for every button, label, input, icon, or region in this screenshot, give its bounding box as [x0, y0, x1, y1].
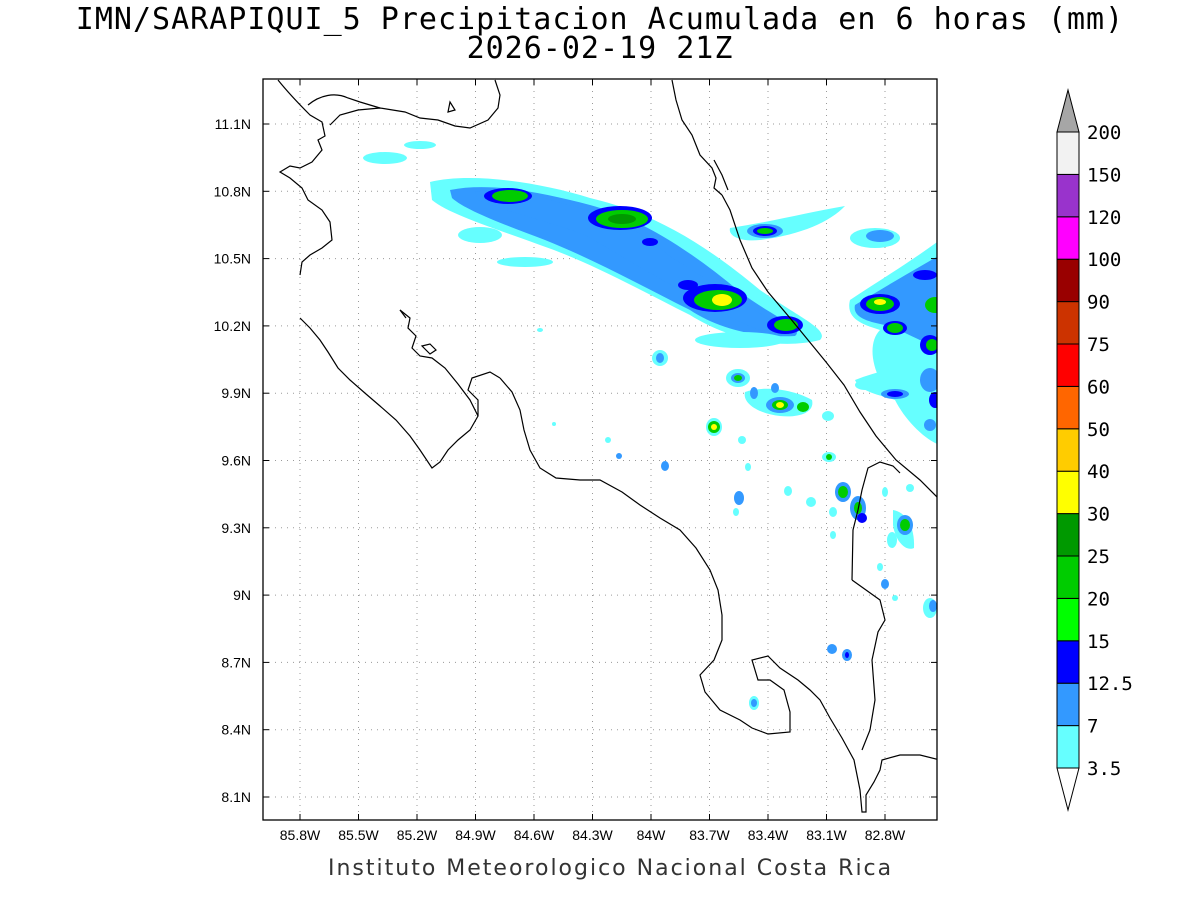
precip-band-north — [363, 141, 822, 348]
colorbar-label: 60 — [1087, 376, 1110, 398]
map-frame — [262, 78, 938, 821]
lat-tick-label: 10.5N — [214, 251, 251, 267]
colorbar-swatch — [1056, 470, 1080, 515]
lat-tick-label: 10.8N — [214, 183, 251, 199]
lat-tick-label: 8.4N — [221, 722, 251, 738]
colorbar-swatch — [1056, 555, 1080, 599]
footer-credit: Instituto Meteorologico Nacional Costa R… — [328, 856, 894, 881]
lat-tick-label: 8.1N — [221, 789, 251, 805]
lon-tick-label: 84W — [637, 827, 667, 843]
colorbar-swatch — [1056, 725, 1080, 769]
lat-tick-label: 8.7N — [221, 654, 251, 670]
colorbar-label: 30 — [1087, 504, 1110, 526]
precipitation-field — [363, 141, 937, 710]
colorbar-label: 20 — [1087, 588, 1110, 610]
precip-band-ne — [729, 206, 900, 248]
colorbar-label: 12.5 — [1087, 673, 1133, 695]
lat-tick-label: 9.9N — [221, 385, 251, 401]
colorbar-swatch — [1056, 682, 1080, 727]
colorbar-swatch — [1056, 258, 1080, 303]
colorbar-over-arrow — [1056, 88, 1080, 133]
colorbar-under-arrow — [1056, 767, 1080, 812]
colorbar-label: 50 — [1087, 419, 1110, 441]
lon-tick-label: 84.3W — [572, 827, 613, 843]
map-title: IMN/SARAPIQUI_5 Precipitacion Acumulada … — [75, 2, 1125, 37]
colorbar-label: 25 — [1087, 546, 1110, 568]
colorbar-label: 120 — [1087, 207, 1121, 229]
lat-tick-label: 11.1N — [215, 116, 251, 132]
grid-lines — [263, 79, 937, 820]
lat-tick-label: 9N — [233, 587, 251, 603]
colorbar-label: 40 — [1087, 461, 1110, 483]
lon-tick-label: 83.4W — [748, 827, 789, 843]
lon-tick-label: 83.1W — [806, 827, 847, 843]
colorbar-swatch — [1056, 597, 1080, 642]
precip-caribbean-cells — [849, 242, 937, 444]
lat-tick-label: 9.3N — [221, 520, 251, 536]
colorbar-swatch — [1056, 385, 1080, 430]
colorbar-label: 90 — [1087, 292, 1110, 314]
colorbar-swatch — [1056, 640, 1080, 684]
colorbar-swatch — [1056, 301, 1080, 345]
colorbar-label: 15 — [1087, 631, 1110, 653]
colorbar-swatch — [1056, 216, 1080, 260]
lon-tick-label: 85.8W — [280, 827, 321, 843]
precip-scattered-cells — [537, 328, 937, 710]
longitude-axis: 85.8W 85.5W 85.2W 84.9W 84.6W 84.3W 84W 83.7W 83… — [280, 79, 906, 843]
colorbar: 3.5 7 12.5 15 20 25 30 40 50 60 75 90 100 120 150 200 — [1056, 88, 1133, 812]
lon-tick-label: 82.8W — [865, 827, 906, 843]
colorbar-swatch — [1056, 343, 1080, 387]
colorbar-label: 75 — [1087, 334, 1110, 356]
colorbar-label: 7 — [1087, 716, 1098, 738]
lon-tick-label: 84.9W — [455, 827, 496, 843]
colorbar-swatch — [1056, 513, 1080, 557]
colorbar-label: 3.5 — [1087, 758, 1121, 780]
colorbar-swatch — [1056, 131, 1080, 175]
map-subtitle: 2026-02-19 21Z — [466, 31, 734, 66]
colorbar-label: 200 — [1087, 122, 1121, 144]
colorbar-swatch — [1056, 173, 1080, 218]
colorbar-swatch — [1056, 428, 1080, 472]
lat-tick-label: 9.6N — [221, 453, 251, 469]
colorbar-label: 100 — [1087, 249, 1121, 271]
lon-tick-label: 85.2W — [397, 827, 438, 843]
lon-tick-label: 85.5W — [338, 827, 379, 843]
lat-tick-label: 10.2N — [214, 318, 251, 334]
colorbar-label: 150 — [1087, 164, 1121, 186]
lon-tick-label: 84.6W — [514, 827, 555, 843]
lon-tick-label: 83.7W — [689, 827, 730, 843]
latitude-axis: 11.1N 10.8N 10.5N 10.2N 9.9N 9.6N 9.3N 9N 8.7N 8.… — [214, 116, 937, 805]
coastline — [277, 79, 937, 813]
